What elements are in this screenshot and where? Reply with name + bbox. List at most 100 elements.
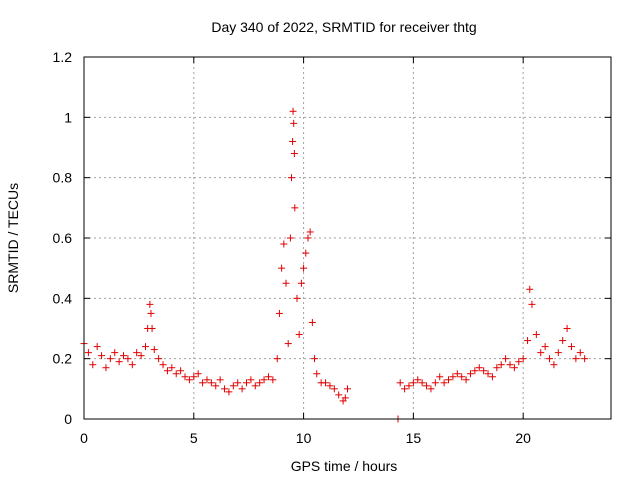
x-tick-label: 20 [515, 430, 531, 446]
data-point [147, 309, 155, 317]
data-point [326, 382, 334, 390]
data-point [98, 352, 106, 360]
data-point [185, 376, 193, 384]
data-point [225, 388, 233, 396]
data-point [207, 379, 215, 387]
data-point [203, 376, 211, 384]
data-point [554, 349, 562, 357]
data-point [526, 285, 534, 293]
data-point [488, 373, 496, 381]
data-point [289, 107, 297, 115]
data-point [541, 343, 549, 351]
x-tick-label: 15 [406, 430, 422, 446]
data-point [124, 355, 132, 363]
data-point [148, 325, 156, 332]
data-point [576, 349, 584, 357]
data-point [563, 325, 571, 332]
data-point [288, 174, 296, 182]
data-point [581, 355, 589, 363]
data-point [181, 373, 189, 381]
data-point [111, 349, 119, 357]
data-point [194, 370, 202, 378]
data-point [93, 343, 101, 351]
data-point [497, 361, 505, 369]
data-point [102, 364, 110, 372]
data-point [572, 355, 580, 363]
data-point [212, 382, 220, 390]
data-point [519, 355, 527, 363]
data-point [306, 228, 314, 236]
data-point [256, 379, 264, 387]
data-point [532, 331, 540, 339]
data-point [216, 376, 224, 384]
data-point [524, 337, 532, 345]
data-point [449, 373, 457, 381]
data-point [238, 385, 246, 393]
data-point [128, 361, 136, 369]
data-point [436, 373, 444, 381]
data-point [251, 382, 259, 390]
data-point [282, 279, 290, 287]
data-point [546, 355, 554, 363]
plot-frame [83, 56, 612, 420]
data-point [172, 370, 180, 378]
y-axis-label: SRMTID / TECUs [5, 183, 21, 293]
data-point [458, 373, 466, 381]
y-tick-label: 0.6 [53, 230, 73, 246]
y-tick-label: 1 [64, 109, 72, 125]
data-point [475, 364, 483, 372]
data-point [405, 382, 413, 390]
data-point [335, 391, 343, 399]
data-point [423, 382, 431, 390]
data-point [159, 361, 167, 369]
x-axis-label: GPS time / hours [291, 458, 398, 474]
data-point [409, 379, 417, 387]
data-point [106, 355, 114, 363]
data-point [480, 367, 488, 375]
data-point [344, 385, 351, 393]
data-point [269, 376, 277, 384]
data-point [297, 279, 305, 287]
x-tick-label: 5 [190, 430, 198, 446]
data-point [308, 318, 316, 326]
data-point [502, 355, 510, 363]
y-tick-label: 1.2 [53, 49, 73, 65]
data-point [466, 370, 474, 378]
data-point [445, 376, 453, 384]
data-point [295, 331, 303, 339]
data-point [155, 355, 163, 363]
data-point [84, 349, 92, 357]
data-point [550, 361, 558, 369]
data-point [462, 376, 470, 384]
data-point [137, 352, 145, 360]
data-point [89, 361, 97, 369]
data-point [431, 379, 439, 387]
data-point [330, 385, 338, 393]
chart-title: Day 340 of 2022, SRMTID for receiver tht… [211, 19, 476, 35]
data-point [115, 358, 123, 366]
data-point [177, 367, 185, 375]
data-point [290, 150, 298, 158]
data-point [120, 352, 128, 360]
data-point [471, 367, 479, 375]
data-point [150, 346, 158, 354]
data-point [427, 385, 435, 393]
data-point [141, 343, 149, 351]
data-point [242, 379, 250, 387]
data-point [322, 379, 330, 387]
data-point [247, 376, 255, 384]
data-point [133, 349, 141, 357]
axis-ticks: 0 0.2 0.4 0.6 0.8 1 1.2 0 5 10 15 20 [53, 49, 611, 446]
data-point [414, 376, 422, 384]
data-point [493, 364, 501, 372]
data-point [506, 361, 514, 369]
y-tick-label: 0 [64, 411, 72, 427]
data-point [567, 343, 575, 351]
data-point [510, 364, 518, 372]
data-point [559, 337, 567, 345]
data-point [300, 264, 308, 272]
data-point [302, 249, 310, 257]
data-point [313, 370, 321, 378]
data-point [311, 355, 319, 363]
data-point [273, 355, 281, 363]
